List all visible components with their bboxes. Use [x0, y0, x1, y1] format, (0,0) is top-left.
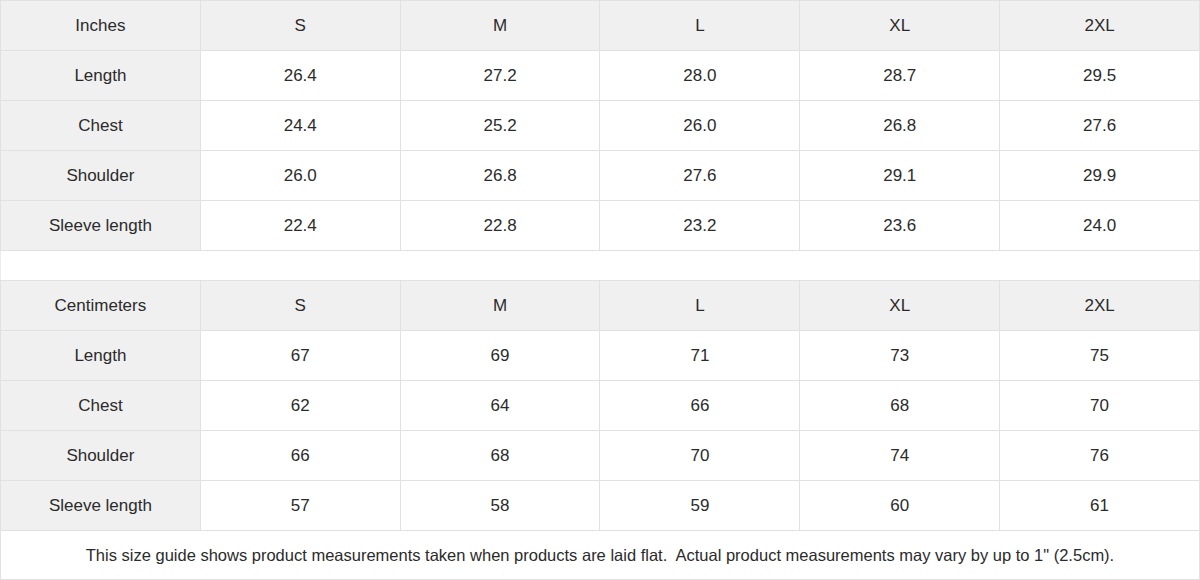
size-table-header-row: CentimetersSMLXL2XL — [1, 281, 1200, 331]
table-gap — [0, 251, 1200, 280]
measurement-value-cell: 23.6 — [800, 201, 1000, 251]
size-table-inches: InchesSMLXL2XLLength26.427.228.028.729.5… — [0, 0, 1200, 251]
measurement-row: Chest6264666870 — [1, 381, 1200, 431]
measurement-value-cell: 26.8 — [400, 151, 600, 201]
measurement-value-cell: 26.4 — [200, 51, 400, 101]
measurement-label-cell: Chest — [1, 381, 201, 431]
size-guide-footnote: This size guide shows product measuremen… — [0, 531, 1200, 580]
measurement-value-cell: 76 — [1000, 431, 1200, 481]
measurement-label-cell: Sleeve length — [1, 201, 201, 251]
size-column-header-s: S — [200, 1, 400, 51]
size-column-header-2xl: 2XL — [1000, 281, 1200, 331]
size-column-header-xl: XL — [800, 281, 1000, 331]
measurement-value-cell: 26.0 — [200, 151, 400, 201]
measurement-row: Length26.427.228.028.729.5 — [1, 51, 1200, 101]
measurement-value-cell: 27.2 — [400, 51, 600, 101]
measurement-row: Sleeve length22.422.823.223.624.0 — [1, 201, 1200, 251]
measurement-value-cell: 66 — [600, 381, 800, 431]
measurement-value-cell: 24.0 — [1000, 201, 1200, 251]
measurement-value-cell: 69 — [400, 331, 600, 381]
measurement-value-cell: 68 — [400, 431, 600, 481]
measurement-value-cell: 22.8 — [400, 201, 600, 251]
measurement-value-cell: 62 — [200, 381, 400, 431]
measurement-label-cell: Shoulder — [1, 151, 201, 201]
measurement-value-cell: 27.6 — [600, 151, 800, 201]
measurement-value-cell: 66 — [200, 431, 400, 481]
measurement-value-cell: 26.8 — [800, 101, 1000, 151]
size-column-header-l: L — [600, 1, 800, 51]
size-column-header-m: M — [400, 1, 600, 51]
unit-header-cell-inches: Inches — [1, 1, 201, 51]
size-column-header-s: S — [200, 281, 400, 331]
measurement-label-cell: Length — [1, 51, 201, 101]
size-guide: InchesSMLXL2XLLength26.427.228.028.729.5… — [0, 0, 1200, 580]
measurement-value-cell: 28.7 — [800, 51, 1000, 101]
measurement-value-cell: 22.4 — [200, 201, 400, 251]
measurement-row: Chest24.425.226.026.827.6 — [1, 101, 1200, 151]
measurement-value-cell: 27.6 — [1000, 101, 1200, 151]
unit-header-cell-centimeters: Centimeters — [1, 281, 201, 331]
size-column-header-xl: XL — [800, 1, 1000, 51]
footnote-text: This size guide shows product measuremen… — [86, 546, 1114, 565]
measurement-value-cell: 61 — [1000, 481, 1200, 531]
measurement-value-cell: 57 — [200, 481, 400, 531]
size-table-centimeters: CentimetersSMLXL2XLLength6769717375Chest… — [0, 280, 1200, 531]
measurement-value-cell: 28.0 — [600, 51, 800, 101]
measurement-value-cell: 26.0 — [600, 101, 800, 151]
measurement-value-cell: 67 — [200, 331, 400, 381]
measurement-value-cell: 24.4 — [200, 101, 400, 151]
measurement-row: Sleeve length5758596061 — [1, 481, 1200, 531]
measurement-value-cell: 75 — [1000, 331, 1200, 381]
size-column-header-2xl: 2XL — [1000, 1, 1200, 51]
measurement-row: Shoulder6668707476 — [1, 431, 1200, 481]
measurement-value-cell: 59 — [600, 481, 800, 531]
measurement-row: Length6769717375 — [1, 331, 1200, 381]
measurement-label-cell: Shoulder — [1, 431, 201, 481]
measurement-value-cell: 25.2 — [400, 101, 600, 151]
measurement-value-cell: 74 — [800, 431, 1000, 481]
measurement-value-cell: 60 — [800, 481, 1000, 531]
measurement-label-cell: Length — [1, 331, 201, 381]
measurement-row: Shoulder26.026.827.629.129.9 — [1, 151, 1200, 201]
measurement-value-cell: 64 — [400, 381, 600, 431]
measurement-value-cell: 29.9 — [1000, 151, 1200, 201]
size-table-header-row: InchesSMLXL2XL — [1, 1, 1200, 51]
measurement-value-cell: 29.1 — [800, 151, 1000, 201]
measurement-value-cell: 68 — [800, 381, 1000, 431]
measurement-label-cell: Chest — [1, 101, 201, 151]
measurement-value-cell: 70 — [600, 431, 800, 481]
size-column-header-l: L — [600, 281, 800, 331]
measurement-value-cell: 29.5 — [1000, 51, 1200, 101]
measurement-value-cell: 58 — [400, 481, 600, 531]
size-column-header-m: M — [400, 281, 600, 331]
measurement-value-cell: 70 — [1000, 381, 1200, 431]
measurement-value-cell: 23.2 — [600, 201, 800, 251]
measurement-label-cell: Sleeve length — [1, 481, 201, 531]
measurement-value-cell: 73 — [800, 331, 1000, 381]
measurement-value-cell: 71 — [600, 331, 800, 381]
